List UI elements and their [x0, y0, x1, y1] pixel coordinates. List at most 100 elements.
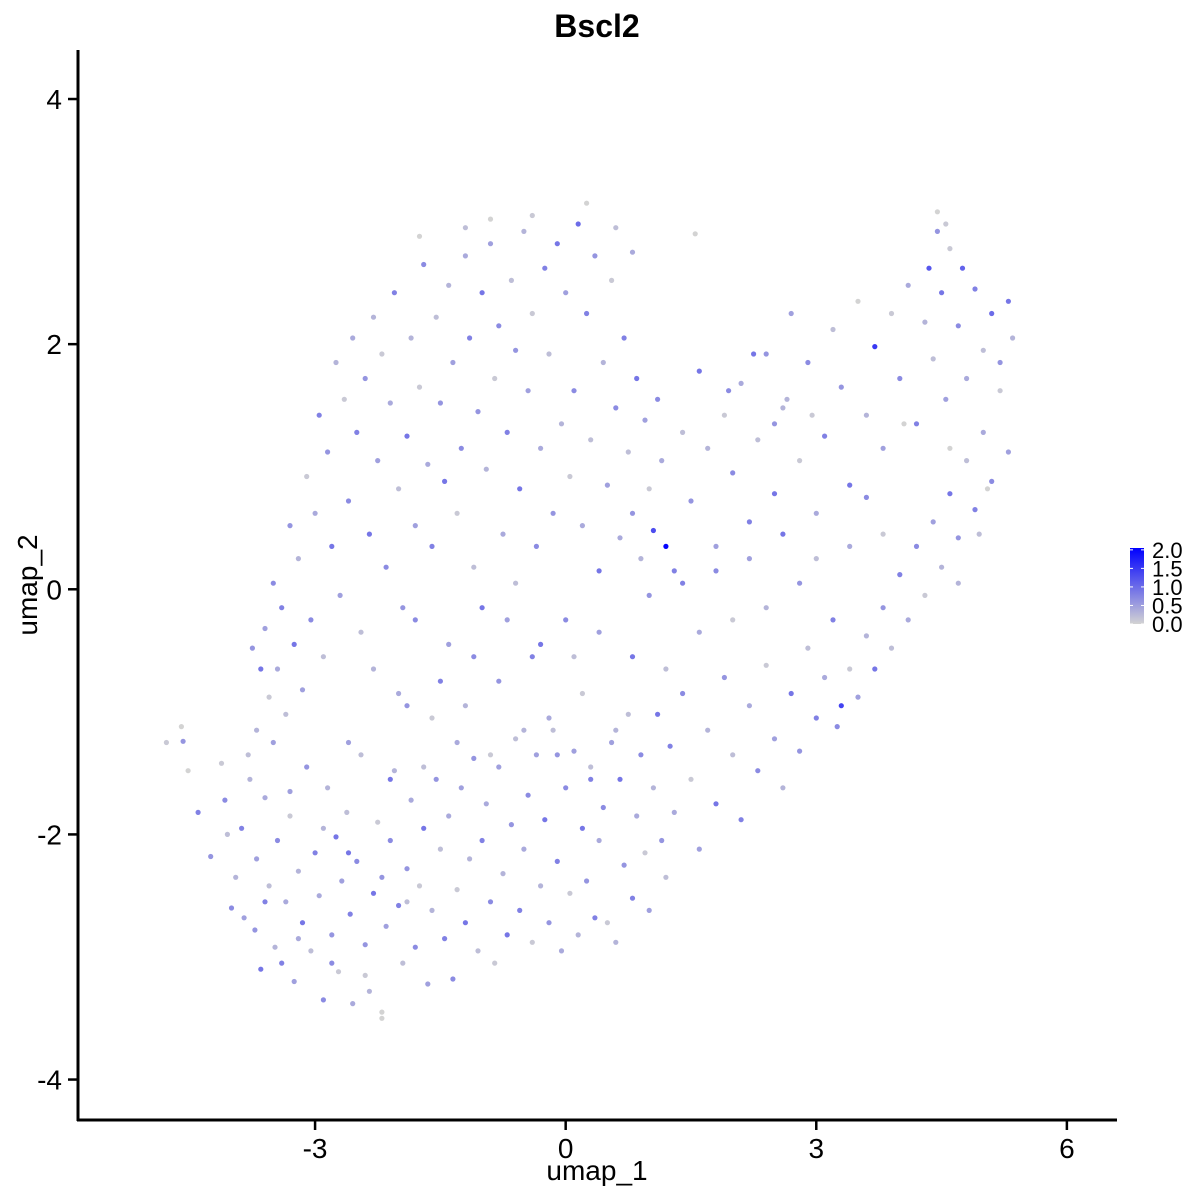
- y-tick-label: 2: [46, 329, 62, 360]
- scatter-point: [625, 449, 631, 455]
- scatter-point: [504, 429, 510, 435]
- scatter-point: [579, 825, 586, 831]
- scatter-point: [266, 883, 272, 889]
- scatter-point: [335, 969, 342, 975]
- scatter-point: [462, 253, 468, 259]
- scatter-point: [667, 743, 673, 749]
- scatter-point: [1010, 335, 1016, 341]
- scatter-point: [546, 920, 552, 926]
- scatter-point: [822, 674, 828, 681]
- scatter-point: [976, 531, 982, 537]
- scatter-point: [404, 433, 410, 439]
- scatter-point: [462, 703, 468, 709]
- scatter-point: [621, 335, 627, 341]
- scatter-point: [429, 715, 435, 721]
- scatter-point: [972, 507, 978, 513]
- scatter-point: [838, 703, 844, 709]
- scatter-point: [730, 617, 736, 623]
- scatter-point: [492, 960, 498, 966]
- scatter-point: [450, 359, 456, 366]
- x-tick-label: 0: [558, 1133, 574, 1164]
- scatter-point: [404, 866, 410, 872]
- scatter-point: [680, 429, 686, 435]
- scatter-point: [496, 678, 502, 684]
- scatter-point: [387, 400, 393, 406]
- scatter-point: [713, 801, 719, 807]
- scatter-point: [542, 265, 548, 271]
- scatter-point: [320, 997, 326, 1003]
- scatter-point: [625, 711, 631, 717]
- scatter-point: [621, 862, 627, 868]
- scatter-point: [563, 617, 569, 623]
- scatter-point: [421, 825, 427, 831]
- scatter-point: [337, 592, 343, 599]
- scatter-point: [546, 715, 552, 721]
- scatter-point: [312, 510, 318, 516]
- scatter-point: [813, 556, 819, 562]
- scatter-point: [571, 388, 577, 394]
- legend-label: 0.0: [1152, 612, 1183, 637]
- scatter-point: [529, 939, 535, 945]
- scatter-point: [462, 920, 468, 926]
- scatter-point: [362, 942, 368, 948]
- scatter-point: [579, 523, 586, 529]
- scatter-point: [913, 543, 920, 550]
- scatter-point: [345, 739, 352, 746]
- scatter-point: [479, 605, 485, 611]
- scatter-point: [475, 409, 481, 415]
- scatter-point: [604, 920, 611, 926]
- scatter-point: [554, 241, 560, 247]
- scatter-point: [287, 813, 293, 819]
- scatter-point: [550, 727, 556, 733]
- scatter-point: [934, 228, 941, 234]
- scatter-point: [400, 960, 406, 966]
- scatter-point: [329, 543, 335, 550]
- scatter-point: [746, 556, 753, 562]
- scatter-point: [567, 473, 573, 480]
- scatter-point: [655, 396, 661, 402]
- scatter-point: [249, 645, 255, 651]
- scatter-point: [805, 359, 811, 366]
- scatter-point: [713, 543, 719, 550]
- scatter-point: [375, 819, 381, 825]
- scatter-point: [339, 878, 345, 884]
- scatter-point: [496, 323, 502, 329]
- scatter-point: [437, 400, 443, 406]
- scatter-point: [738, 817, 744, 823]
- scatter-point: [980, 347, 986, 353]
- scatter-point: [947, 246, 953, 252]
- x-tick-label: 3: [808, 1133, 824, 1164]
- scatter-point: [262, 625, 268, 632]
- scatter-point: [571, 654, 577, 660]
- scatter-point: [575, 221, 581, 227]
- scatter-point: [446, 813, 452, 819]
- scatter-point: [609, 739, 615, 746]
- scatter-point: [471, 564, 477, 570]
- scatter-point: [366, 988, 372, 994]
- scatter-point: [454, 510, 460, 516]
- scatter-point: [550, 510, 556, 516]
- scatter-point: [880, 445, 886, 451]
- scatter-point: [659, 837, 665, 844]
- scatter-point: [955, 323, 961, 329]
- scatter-point: [239, 825, 245, 831]
- legend-label: 0.5: [1152, 593, 1183, 618]
- scatter-point: [228, 905, 235, 911]
- scatter-point: [901, 421, 907, 427]
- scatter-point: [554, 858, 560, 865]
- scatter-point: [617, 535, 623, 541]
- scatter-point: [926, 265, 932, 271]
- scatter-point: [396, 902, 402, 909]
- scatter-point: [270, 739, 276, 746]
- scatter-point: [471, 654, 477, 660]
- scatter-point: [247, 776, 253, 782]
- scatter-point: [730, 470, 736, 476]
- scatter-point: [467, 856, 473, 862]
- scatter-point: [233, 874, 239, 880]
- scatter-point: [525, 388, 531, 394]
- scatter-point: [746, 703, 753, 709]
- scatter-point: [416, 883, 423, 889]
- scatter-point: [922, 319, 928, 325]
- scatter-point: [391, 768, 397, 774]
- scatter-point: [404, 899, 410, 905]
